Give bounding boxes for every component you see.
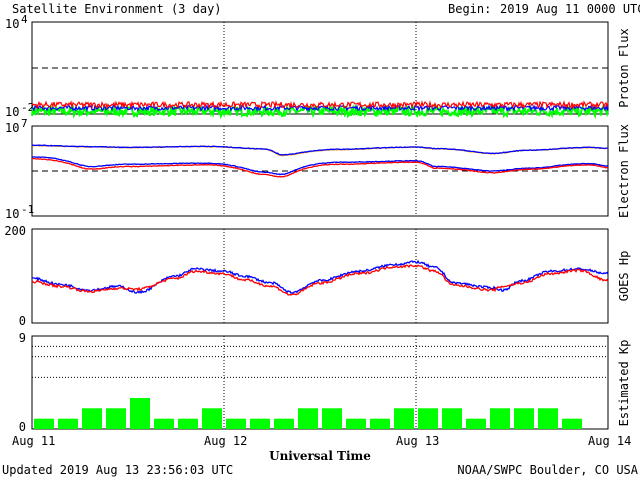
proton-series-red <box>31 99 609 110</box>
x-tick-aug12: Aug 12 <box>204 434 247 448</box>
kp-bar <box>130 398 150 429</box>
kp-bar <box>370 418 390 429</box>
kp-bar <box>514 408 534 429</box>
kp-bar <box>418 408 438 429</box>
kp-bar <box>298 408 318 429</box>
y-tick-label-2-0: 200 <box>4 224 26 238</box>
chart-title: Satellite Environment (3 day) <box>12 2 222 16</box>
proton-series-blue <box>31 103 609 113</box>
x-tick-aug13: Aug 13 <box>396 434 439 448</box>
kp-bar <box>346 418 366 429</box>
kp-bar <box>466 418 486 429</box>
x-axis-label: Universal Time <box>269 449 371 463</box>
estimated-kp-label: Estimated Kp <box>617 340 631 427</box>
kp-bar <box>538 408 558 429</box>
y-tick-exp-0-1: -2 <box>21 101 34 114</box>
goes-hp-label: GOES Hp <box>617 251 631 302</box>
electron-series-blue-1 <box>31 144 608 156</box>
credit-text: NOAA/SWPC Boulder, CO USA <box>457 463 638 477</box>
kp-bar <box>202 408 222 429</box>
y-tick-label-2-1: 0 <box>19 314 26 328</box>
electron-flux-panel <box>31 125 609 217</box>
kp-bar <box>250 418 270 429</box>
kp-bar <box>322 408 342 429</box>
y-tick-label-3-0: 9 <box>19 331 26 345</box>
kp-bar <box>82 408 102 429</box>
y-tick-label-0-1: 10 <box>5 105 19 119</box>
y-tick-exp-1-0: 7 <box>21 117 28 130</box>
begin-value: 2019 Aug 11 0000 UTC <box>500 2 640 16</box>
kp-bar <box>394 408 414 429</box>
y-tick-label-1-1: 10 <box>5 207 19 221</box>
electron-series-blue-2 <box>31 156 609 176</box>
kp-bar <box>226 418 246 429</box>
x-tick-aug14: Aug 14 <box>588 434 631 448</box>
kp-bar <box>562 418 582 429</box>
proton-flux-label: Proton Flux <box>617 28 631 107</box>
y-tick-label-0-0: 10 <box>5 17 19 31</box>
kp-bar <box>154 418 174 429</box>
y-tick-exp-0-0: 4 <box>21 13 28 26</box>
updated-timestamp: Updated 2019 Aug 13 23:56:03 UTC <box>2 463 233 477</box>
kp-bar <box>34 418 54 429</box>
kp-bar <box>490 408 510 429</box>
electron-flux-label: Electron Flux <box>617 124 631 218</box>
electron-series-red-3 <box>31 157 609 178</box>
estimated-kp-panel <box>31 335 609 430</box>
kp-bar <box>178 418 198 429</box>
kp-bar <box>442 408 462 429</box>
y-tick-label-3-1: 0 <box>19 420 26 434</box>
hp-series-red-1 <box>31 264 609 296</box>
kp-bar <box>106 408 126 429</box>
x-tick-aug11: Aug 11 <box>12 434 55 448</box>
kp-bar <box>274 418 294 429</box>
goes-hp-panel <box>31 228 609 324</box>
begin-label: Begin: <box>448 2 491 16</box>
proton-flux-panel <box>31 21 609 115</box>
y-tick-label-1-0: 10 <box>5 121 19 135</box>
kp-bar <box>58 418 78 429</box>
y-tick-exp-1-1: -1 <box>21 203 34 216</box>
